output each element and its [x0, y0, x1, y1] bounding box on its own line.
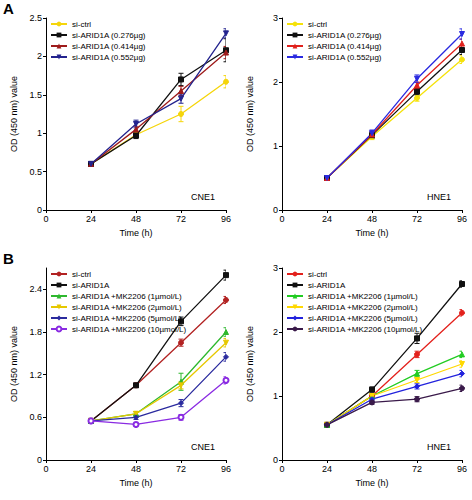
svg-text:0: 0	[43, 464, 48, 474]
svg-text:si-ARID1A +MK2206 (1µmol/L): si-ARID1A +MK2206 (1µmol/L)	[308, 292, 418, 301]
svg-text:si-ARID1A (0.552µg): si-ARID1A (0.552µg)	[308, 53, 382, 62]
svg-text:2: 2	[273, 327, 278, 337]
svg-text:2: 2	[37, 51, 42, 61]
svg-text:0: 0	[37, 205, 42, 215]
svg-text:0: 0	[273, 455, 278, 465]
svg-text:si-ARID1A +MK2206 (5µmol/L): si-ARID1A +MK2206 (5µmol/L)	[308, 314, 418, 323]
svg-text:24: 24	[322, 464, 332, 474]
svg-text:2.4: 2.4	[29, 284, 42, 294]
svg-text:1: 1	[273, 391, 278, 401]
svg-text:0: 0	[273, 205, 278, 215]
svg-text:0.5: 0.5	[29, 167, 42, 177]
svg-text:CNE1: CNE1	[191, 192, 215, 202]
svg-text:96: 96	[457, 464, 467, 474]
svg-text:0: 0	[279, 464, 284, 474]
svg-text:si-ARID1A: si-ARID1A	[308, 281, 346, 290]
svg-text:CNE1: CNE1	[191, 442, 215, 452]
svg-text:OD (450 nm) value: OD (450 nm) value	[245, 76, 255, 152]
svg-text:1: 1	[37, 128, 42, 138]
svg-text:HNE1: HNE1	[427, 442, 451, 452]
svg-text:72: 72	[412, 214, 422, 224]
svg-text:24: 24	[322, 214, 332, 224]
svg-text:0: 0	[279, 214, 284, 224]
svg-text:Time (h): Time (h)	[119, 228, 152, 238]
svg-text:48: 48	[367, 464, 377, 474]
svg-text:72: 72	[176, 214, 186, 224]
svg-text:si-ARID1A (0.414µg): si-ARID1A (0.414µg)	[72, 42, 146, 51]
svg-text:0.6: 0.6	[29, 412, 42, 422]
svg-text:si-ctrl: si-ctrl	[308, 20, 327, 29]
svg-text:si-ARID1A +MK2206 (10µmol/L): si-ARID1A +MK2206 (10µmol/L)	[72, 325, 187, 334]
svg-text:96: 96	[457, 214, 467, 224]
svg-text:Time (h): Time (h)	[119, 478, 152, 488]
svg-text:si-ARID1A +MK2206 (10µmol/L): si-ARID1A +MK2206 (10µmol/L)	[308, 325, 423, 334]
svg-text:OD (450 nm) value: OD (450 nm) value	[9, 326, 19, 402]
svg-text:48: 48	[131, 214, 141, 224]
html-text:B: B	[3, 250, 14, 267]
svg-text:96: 96	[221, 464, 231, 474]
svg-text:0: 0	[37, 455, 42, 465]
svg-text:96: 96	[221, 214, 231, 224]
svg-text:si-ARID1A +MK2206 (5µmol/L): si-ARID1A +MK2206 (5µmol/L)	[72, 314, 182, 323]
html-text:A: A	[3, 0, 14, 17]
svg-text:HNE1: HNE1	[427, 192, 451, 202]
svg-text:1.8: 1.8	[29, 327, 42, 337]
svg-text:si-ARID1A +MK2206 (2µmol/L): si-ARID1A +MK2206 (2µmol/L)	[308, 303, 418, 312]
svg-text:si-ARID1A: si-ARID1A	[72, 281, 110, 290]
svg-text:si-ARID1A (0.552µg): si-ARID1A (0.552µg)	[72, 53, 146, 62]
svg-text:OD (450 nm) value: OD (450 nm) value	[245, 326, 255, 402]
svg-text:1.2: 1.2	[29, 370, 42, 380]
svg-text:3: 3	[273, 13, 278, 23]
svg-text:1: 1	[273, 141, 278, 151]
svg-text:si-ARID1A +MK2206 (2µmol/L): si-ARID1A +MK2206 (2µmol/L)	[72, 303, 182, 312]
svg-text:2: 2	[273, 77, 278, 87]
svg-text:1.5: 1.5	[29, 90, 42, 100]
svg-text:72: 72	[176, 464, 186, 474]
svg-text:si-ARID1A (0.276µg): si-ARID1A (0.276µg)	[72, 31, 146, 40]
svg-text:24: 24	[86, 464, 96, 474]
svg-text:0: 0	[43, 214, 48, 224]
svg-text:si-ARID1A +MK2206 (1µmol/L): si-ARID1A +MK2206 (1µmol/L)	[72, 292, 182, 301]
svg-text:24: 24	[86, 214, 96, 224]
svg-text:Time (h): Time (h)	[355, 478, 388, 488]
svg-text:OD (450 nm) value: OD (450 nm) value	[9, 76, 19, 152]
svg-text:si-ctrl: si-ctrl	[308, 270, 327, 279]
svg-text:si-ctrl: si-ctrl	[72, 270, 91, 279]
svg-text:48: 48	[367, 214, 377, 224]
svg-text:72: 72	[412, 464, 422, 474]
svg-text:3: 3	[273, 263, 278, 273]
svg-text:48: 48	[131, 464, 141, 474]
svg-text:Time (h): Time (h)	[355, 228, 388, 238]
svg-text:si-ctrl: si-ctrl	[72, 20, 91, 29]
svg-text:si-ARID1A (0.414µg): si-ARID1A (0.414µg)	[308, 42, 382, 51]
svg-text:si-ARID1A (0.276µg): si-ARID1A (0.276µg)	[308, 31, 382, 40]
svg-text:2.5: 2.5	[29, 13, 42, 23]
